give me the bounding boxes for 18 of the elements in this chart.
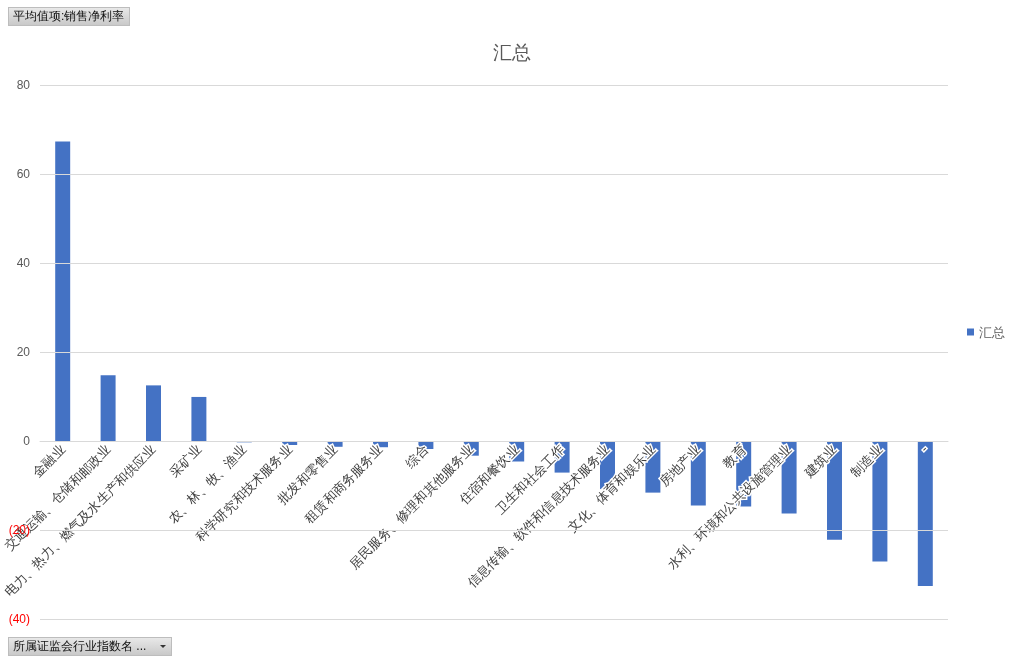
field-button: 平均值项:销售净利率 bbox=[8, 7, 131, 26]
y-tick-label: 40 bbox=[16, 256, 31, 270]
y-tick-label: 60 bbox=[16, 167, 31, 181]
legend-label: 汇总 bbox=[979, 324, 1005, 340]
chart-title: 汇总 bbox=[493, 42, 531, 63]
x-tick-label: 采矿业 bbox=[166, 441, 205, 480]
x-tick-label: 金融业 bbox=[29, 441, 68, 480]
field-button: 所属证监会行业指数名 ... bbox=[8, 637, 173, 656]
x-tick-label: 建筑业 bbox=[800, 441, 840, 481]
x-tick-label: 房地产业 bbox=[656, 441, 704, 490]
y-tick-label: 20 bbox=[16, 345, 31, 359]
x-tick-label: 综合 bbox=[402, 441, 432, 471]
x-tick-label: - bbox=[916, 441, 931, 456]
x-tick-label: 教育 bbox=[720, 441, 749, 471]
x-tick-label: 制造业 bbox=[847, 441, 886, 480]
y-tick-label: 0 bbox=[23, 434, 31, 448]
y-tick-label: (40) bbox=[8, 612, 30, 626]
y-tick-label: 80 bbox=[16, 78, 31, 92]
